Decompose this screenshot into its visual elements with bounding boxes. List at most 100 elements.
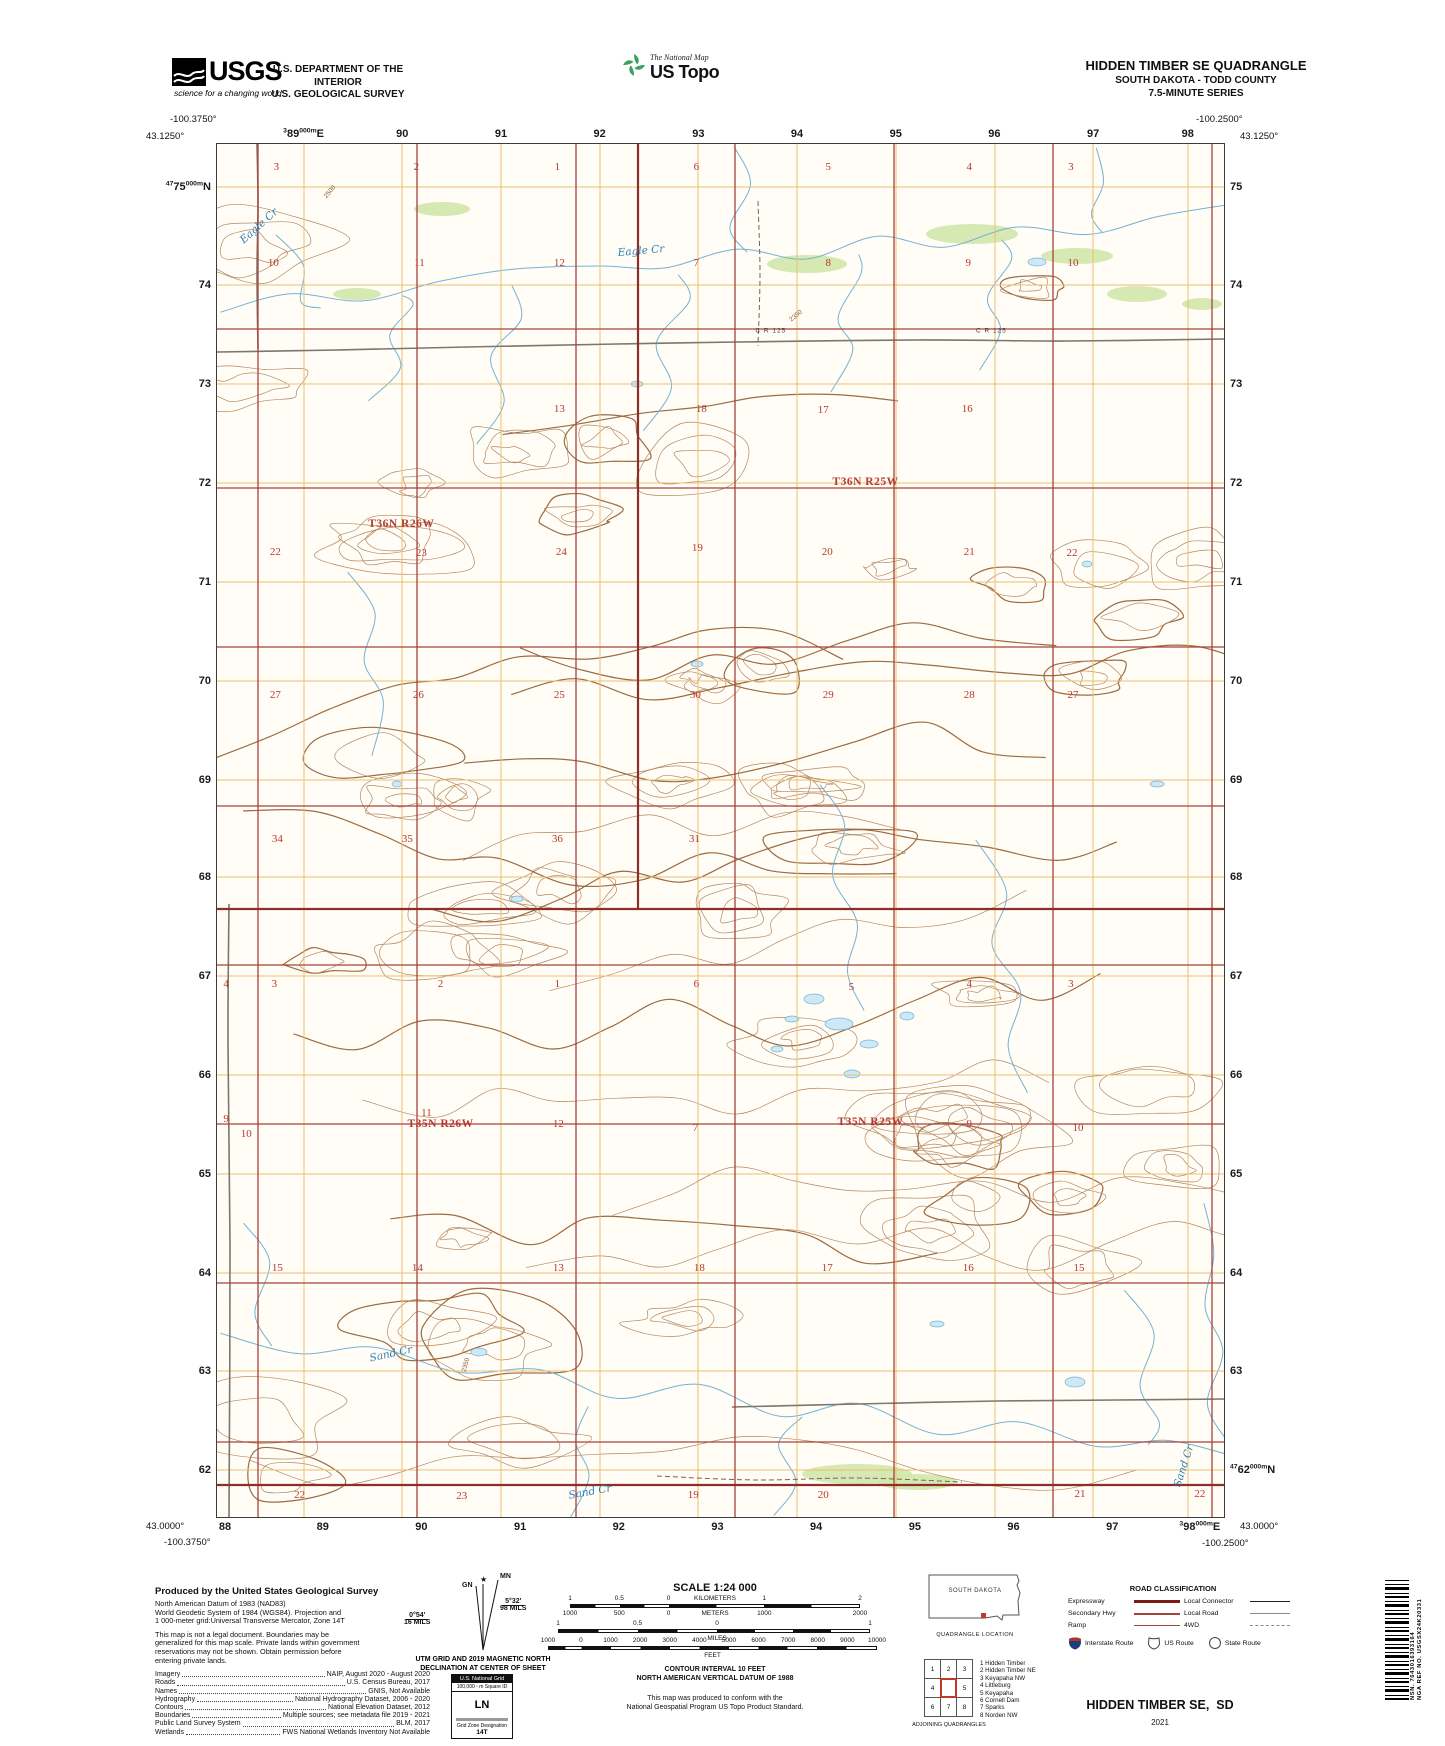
section-number: 28 [963,688,975,701]
south-dakota-outline [928,1574,1021,1621]
scale-tick-label: 1000 [562,1610,578,1617]
contour-elevation-label: 2500 [322,184,338,200]
datum-line: North American Datum of 1983 (NAD83) [155,1599,286,1608]
road-class-label: 4WD [1184,1622,1200,1629]
scale-tick-label: 1 [568,1595,572,1602]
scale-tick-label: 3000 [662,1637,677,1644]
declination-caption: UTM GRID AND 2019 MAGNETIC NORTH DECLINA… [415,1656,551,1672]
section-number: 11 [421,1107,432,1120]
utm-northing-label: 68 [198,871,211,884]
utm-northing-label: 64 [1230,1266,1243,1279]
utm-northing-label: 63 [1230,1365,1243,1378]
utm-northing-label: 71 [198,575,211,588]
adjoining-caption: ADJOINING QUADRANGLES [912,1722,986,1728]
road-classification-legend: ROAD CLASSIFICATION Expressway Local Conn… [1068,1584,1290,1650]
declination-arrows: ★ [475,1575,499,1651]
credit-row: Public Land Survey System BLM, 2017 [155,1720,430,1728]
section-number: 8 [825,257,831,270]
svg-text:★: ★ [480,1575,487,1584]
scale-tick-label: 4000 [692,1637,707,1644]
utm-northing-label: 63 [198,1365,211,1378]
utm-easting-label: 98 [1181,128,1194,140]
road-class-line-sample [1134,1624,1180,1628]
adjoining-quad-name: 3 Keyapaha NW [980,1674,1026,1682]
standard-note-1: This map was produced to conform with th… [647,1695,783,1702]
adjoining-quad-name: 7 Sparks [980,1704,1005,1712]
scale-tick-label: 1000 [757,1610,772,1617]
credit-row: Hydrography National Hydrography Dataset,… [155,1695,430,1703]
utm-northing-label: 75 [1230,180,1243,193]
utm-easting-label: 97 [1086,128,1100,140]
adjoining-names: 1 Hidden Timber 2 Hidden Timber NE 3 Keyap… [980,1660,1036,1719]
utm-northing-label: 73 [1230,378,1243,391]
township-range-label: T36N R26W [368,518,435,531]
water-feature-label: Sand Cr [368,1343,414,1364]
gn-declination-value: 0°54' 16 MILS [404,1612,431,1626]
scale-bar-miles-bar [558,1629,870,1633]
section-number: 27 [269,688,281,701]
utm-northing-label: 69 [198,773,211,786]
road-label: C R 125 [975,327,1007,335]
water-feature-label: Eagle Cr [237,206,281,247]
corner-coordinate: 43.0000° [1240,1521,1279,1532]
section-number: 9 [966,1118,972,1131]
barcode-bars [1385,1580,1409,1700]
credit-list: Imagery NAIP, August 2020 - August 2020 Ro… [155,1671,430,1737]
road-label: C R 125 [755,327,787,335]
road-class-label: Secondary Hwy [1068,1610,1116,1617]
credit-row: Contours National Elevation Dataset, 2012 [155,1703,430,1711]
utm-easting-label: 92 [612,1521,625,1533]
utm-northing-label: 70 [198,674,211,687]
legal-paragraph: This map is not a legal document. Bounda… [155,1630,430,1665]
barcode-nsn: NSN. 7643016393164 [1410,1631,1416,1700]
sheet-title: HIDDEN TIMBER SE, SD [1086,1698,1234,1712]
utm-northing-label: 4762000mN [1230,1463,1276,1477]
utm-northing-label: 64 [198,1266,211,1279]
section-number: 7 [693,257,700,270]
corner-coordinate: 43.1250° [146,131,185,142]
scale-tick-label: 9000 [840,1637,855,1644]
scale-tick-label: 2000 [852,1610,868,1617]
scale-tick-label: 1000 [540,1637,556,1644]
corner-coordinate: -100.2500° [1202,1538,1249,1549]
usng-box: U.S. National Grid 100,000 - m Square ID… [451,1674,513,1739]
utm-easting-label: 93 [692,128,705,140]
adjoining-quad-name: 8 Norden NW [980,1711,1018,1719]
road-class-label: Local Road [1184,1610,1219,1617]
utm-northing-label: 68 [1230,871,1243,884]
section-number: 3 [1068,978,1074,991]
utm-easting-label: 91 [513,1521,527,1533]
scale-tick-label: 1 [556,1620,560,1627]
utm-northing-label: 71 [1230,575,1243,588]
scale-bar-miles: 1 0.5 0 1 MILES [556,1620,872,1642]
corner-coordinate: -100.2500° [1196,114,1243,125]
water-feature-label: Sand Cr [1171,1443,1197,1489]
section-number: 5 [848,981,855,994]
utm-easting-label: 93 [711,1521,724,1533]
scale-tick-label: 2000 [632,1637,648,1644]
vertical-datum-note: NORTH AMERICAN VERTICAL DATUM OF 1988 [636,1675,794,1682]
usng-title: U.S. National Grid [452,1675,512,1683]
credit-row: Names GNIS, Not Available [155,1687,430,1695]
road-classification-title: ROAD CLASSIFICATION [1129,1584,1217,1593]
corner-coordinate: 43.1250° [1240,131,1279,142]
scale-tick-label: KILOMETERS [694,1595,736,1602]
credit-row: Imagery NAIP, August 2020 - August 2020 [155,1671,430,1679]
quad-title: HIDDEN TIMBER SE QUADRANGLE [1085,58,1307,73]
scale-tick-label: 1 [762,1595,767,1602]
quad-state: SOUTH DAKOTA - TODD COUNTY [1115,75,1277,86]
dept-line1: U.S. DEPARTMENT OF THE INTERIOR [272,64,404,88]
scale-bar-kilometers-bar [570,1604,860,1608]
section-number: 9 [223,1112,229,1125]
utm-northing-label: 67 [198,970,211,983]
road-class-label: Local Connector [1184,1598,1234,1605]
section-number: 10 [1067,257,1079,270]
adjoining-cell-current [940,1678,957,1698]
utm-northing-label: 65 [1230,1167,1243,1180]
barcode: NSN. 7643016393164 NGA REF NO. USGSX24K2… [1385,1580,1423,1700]
usng-zone: 14T [476,1729,488,1736]
road-class-line-sample [1250,1624,1290,1628]
section-number: 11 [414,257,425,270]
adjoining-cell: 5 [956,1678,973,1698]
scale-bar-feet: 1000 0 1000 2000 3000 4000 5000 6000 7000 8000 900… [541,1637,886,1659]
